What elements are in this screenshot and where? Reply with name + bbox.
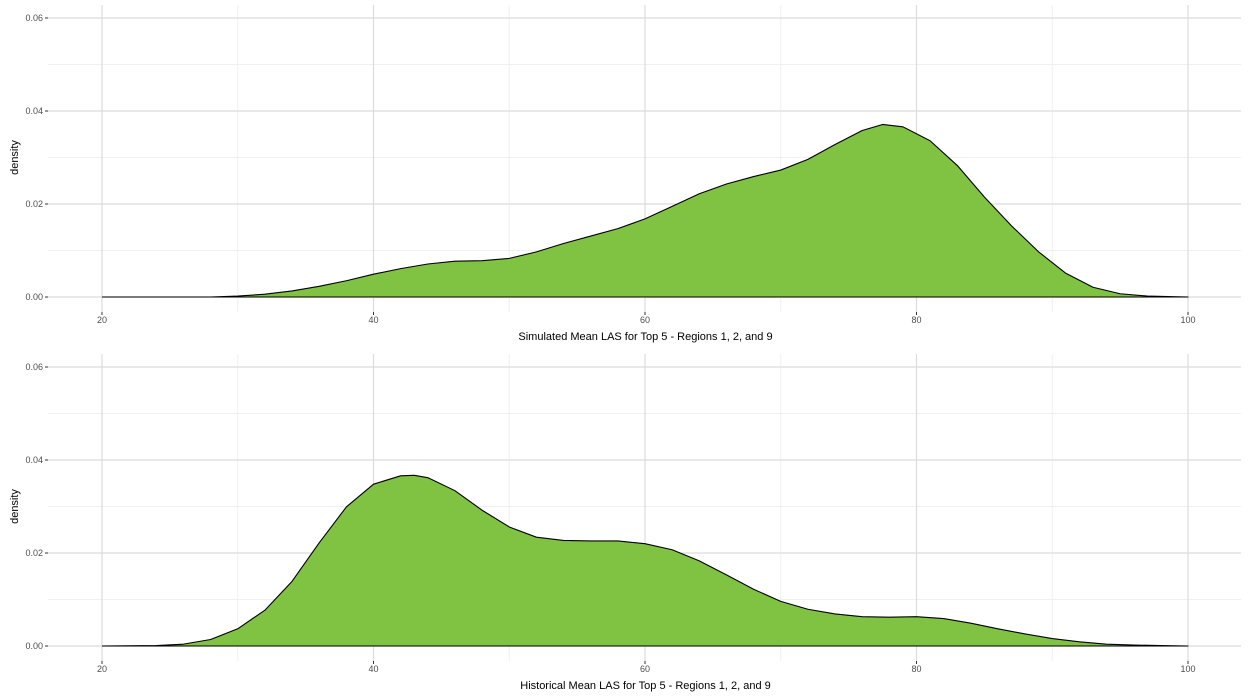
y-tick-label: 0.04: [25, 106, 43, 116]
x-tick-label: 20: [97, 664, 107, 674]
x-tick-label: 60: [640, 315, 650, 325]
y-tick-label: 0.02: [25, 548, 43, 558]
x-axis-title: Historical Mean LAS for Top 5 - Regions …: [520, 680, 771, 692]
x-tick-label: 20: [97, 315, 107, 325]
y-axis-title: density: [9, 489, 21, 524]
density-plot-historical: 0.00 0.02 0.04 0.06 20 40 60 80 100 Historical Me…: [0, 349, 1249, 697]
x-axis-title: Simulated Mean LAS for Top 5 - Regions 1…: [518, 331, 772, 343]
y-tick-label: 0.04: [25, 455, 43, 465]
y-tick-label: 0.02: [25, 199, 43, 209]
x-tick-label: 60: [640, 664, 650, 674]
density-plot-simulated: 0.00 0.02 0.04 0.06 20 40 60 80 100 Simulated Mea…: [0, 0, 1249, 348]
x-tick-label: 80: [911, 315, 921, 325]
x-tick-label: 40: [368, 664, 378, 674]
density-panel-simulated: 0.00 0.02 0.04 0.06 20 40 60 80 100 Simulated Mea…: [0, 0, 1249, 348]
x-tick-label: 80: [911, 664, 921, 674]
x-tick-label: 100: [1180, 315, 1195, 325]
y-tick-label: 0.06: [25, 362, 43, 372]
x-tick-label: 40: [368, 315, 378, 325]
x-tick-label: 100: [1180, 664, 1195, 674]
density-panel-historical: 0.00 0.02 0.04 0.06 20 40 60 80 100 Historical Me…: [0, 349, 1249, 697]
y-tick-label: 0.00: [25, 292, 43, 302]
y-tick-label: 0.06: [25, 13, 43, 23]
y-axis-title: density: [9, 140, 21, 175]
y-tick-label: 0.00: [25, 641, 43, 651]
